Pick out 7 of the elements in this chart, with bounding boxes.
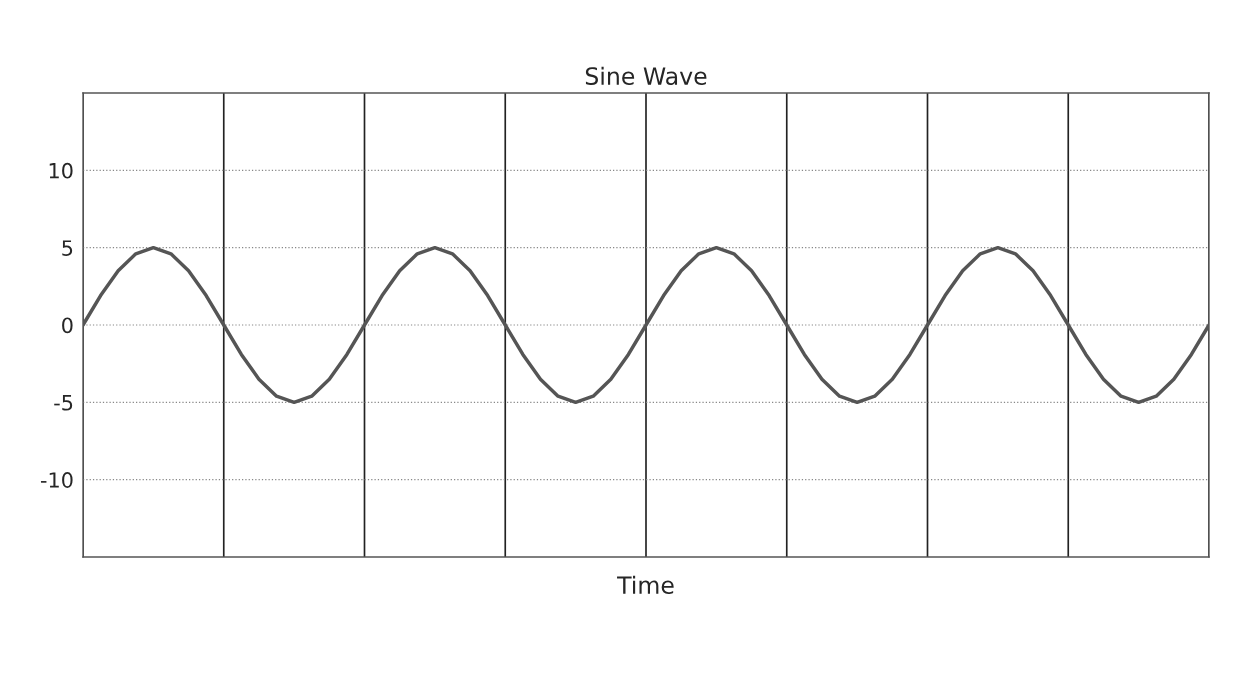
x-axis-title: Time [617, 575, 674, 595]
y-tick-label: 0 [62, 317, 73, 334]
y-tick-label: -10 [40, 472, 73, 488]
y-tick-label: -5 [54, 395, 73, 411]
chart-title: Sine Wave [585, 66, 707, 85]
y-tick-label: 5 [62, 240, 73, 256]
y-tick-label: 10 [49, 162, 73, 179]
